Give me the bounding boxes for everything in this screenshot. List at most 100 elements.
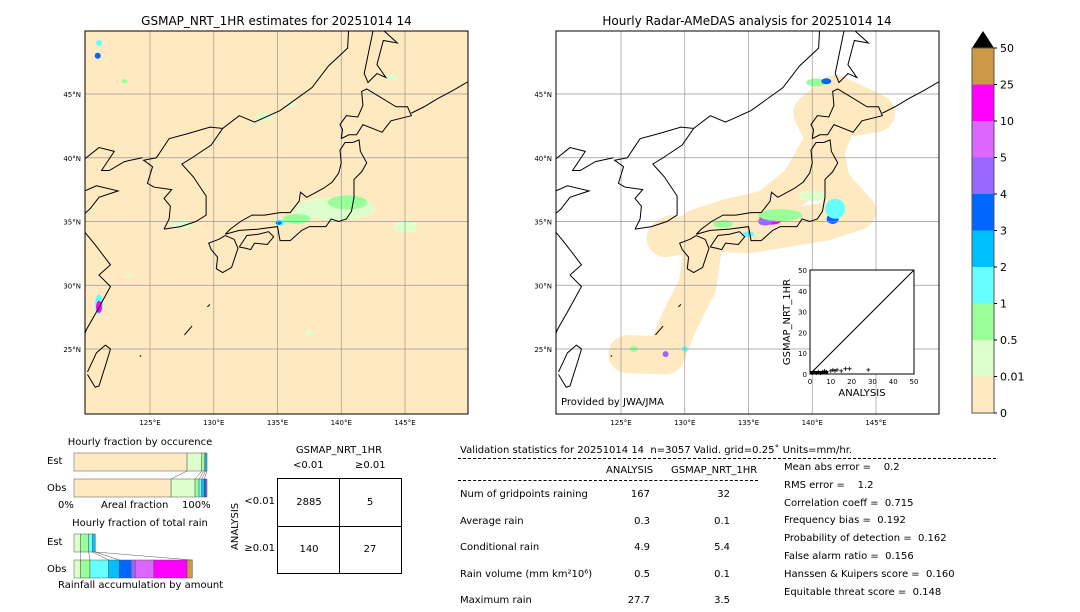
colorbar-segment [972,376,994,414]
score-line: RMS error = 1.2 [784,479,874,491]
scatter-plot: 0 10 20 30 40 50 0 10 20 30 40 50 ANALYSIS GSMAP_NRT_… [782,267,919,399]
scatter-point [835,367,840,372]
stat-analysis: 0.5 [634,568,650,580]
y-tick: 40 [798,288,807,296]
tot-xlabel: Rainfall accumulation by amount [58,580,224,591]
col-ge: ≥0.01 [355,460,386,471]
col-lt: <0.01 [293,460,324,471]
reference-line [809,269,915,375]
x-tick: 20 [847,378,856,386]
coastline [142,126,224,230]
obs-total-segment [108,559,120,579]
coastline [810,88,884,140]
occ-est-label: Est [47,456,63,467]
stat-analysis: 4.9 [634,542,650,553]
occ-obs-label: Obs [47,483,67,494]
y-tick: 20 [798,329,807,337]
coastline [678,235,710,274]
rain-area [96,40,102,46]
colorbar-segment [972,157,994,195]
coastline [834,31,870,84]
est-occurrence-segment [201,452,205,472]
lat-tick: 35°N [63,219,81,227]
coastline [558,344,583,388]
colorbar-label: 0.5 [1000,334,1018,347]
scatter-point-cluster [810,371,828,374]
lon-tick: 145°E [394,419,415,427]
lon-tick: 130°E [674,419,695,427]
colorbar: 50 25 10 5 4 3 2 1 0.5 0.01 0 [971,31,1025,420]
score-line: Hanssen & Kuipers score = 0.160 [784,568,955,580]
obs-total-segment [134,559,155,579]
obs-total-segment [89,559,109,579]
connector-line [194,470,202,480]
colorbar-label: 5 [1000,152,1007,165]
score-line: Probability of detection = 0.162 [784,533,947,545]
scatter-point [866,367,871,372]
colorbar-segment [972,267,994,304]
colorbar-segment [972,230,994,268]
lon-tick: 125°E [610,419,631,427]
rain-area [327,195,368,210]
rain-area [713,220,733,229]
scatter-point [832,368,837,373]
coastline [655,325,664,336]
scatter-point [828,368,833,373]
coastline [339,88,413,140]
colorbar-segment [972,48,994,85]
obs-total-segment [73,559,81,579]
stat-label: Rain volume (mm km²10⁶) [460,568,593,580]
stat-gsmap: 0.1 [714,568,730,580]
rain-area [662,351,669,358]
rain-area [282,213,311,224]
credit-text: Provided by JWA/JMA [561,397,664,408]
lat-tick: 30°N [534,282,552,290]
obs-occurrence-segment [170,478,196,498]
rain-area [94,52,101,59]
connector-line [95,551,193,561]
connector-line [95,551,120,561]
stats-header: Validation statistics for 20251014 14 n=… [460,445,853,456]
stat-gsmap: 3.5 [714,595,730,606]
x-tick: 40 [889,378,898,386]
y-tick: 50 [798,267,807,275]
est-occurrence-segment [186,452,202,472]
lon-tick: 140°E [331,419,352,427]
coastline [184,325,193,336]
coastline [139,355,142,358]
x-tick: 30 [868,378,877,386]
obs-occurrence-segment [73,478,172,498]
y-tick: 10 [798,350,807,358]
coastline [224,139,368,242]
obs-occurrence-segment [194,478,200,498]
est-occurrence-segment [205,452,208,472]
lon-tick: 140°E [802,419,823,427]
tot-obs-label: Obs [47,564,67,575]
colorbar-label: 25 [1000,79,1014,92]
stat-analysis: 167 [630,489,650,500]
lat-tick: 40°N [534,155,552,163]
lat-tick: 45°N [534,91,552,99]
coastline [222,31,350,129]
x-tick: 50 [910,378,919,386]
coastline [85,147,143,336]
radar-map: 125°E 130°E 135°E 140°E 145°E 45°N 40°N 35°N 30°… [534,30,940,427]
connector-line [204,470,208,480]
coastline [613,126,695,230]
coastline [693,31,821,129]
lat-tick: 25°N [63,346,81,354]
obs-total-segment [118,559,132,579]
lat-tick: 30°N [63,282,81,290]
coastline [882,81,939,114]
col-analysis: ANALYSIS [606,465,654,476]
colorbar-label: 0 [1000,407,1007,420]
contingency-table: 2885 5 140 27 [277,478,402,574]
y-tick: 30 [798,309,807,317]
colorbar-label: 2 [1000,261,1007,274]
scatter-point [830,367,835,372]
coastline [695,139,839,242]
connector-line [201,470,206,480]
coastline [363,31,399,84]
rain-area [806,78,827,87]
stat-gsmap: 0.1 [714,515,730,527]
